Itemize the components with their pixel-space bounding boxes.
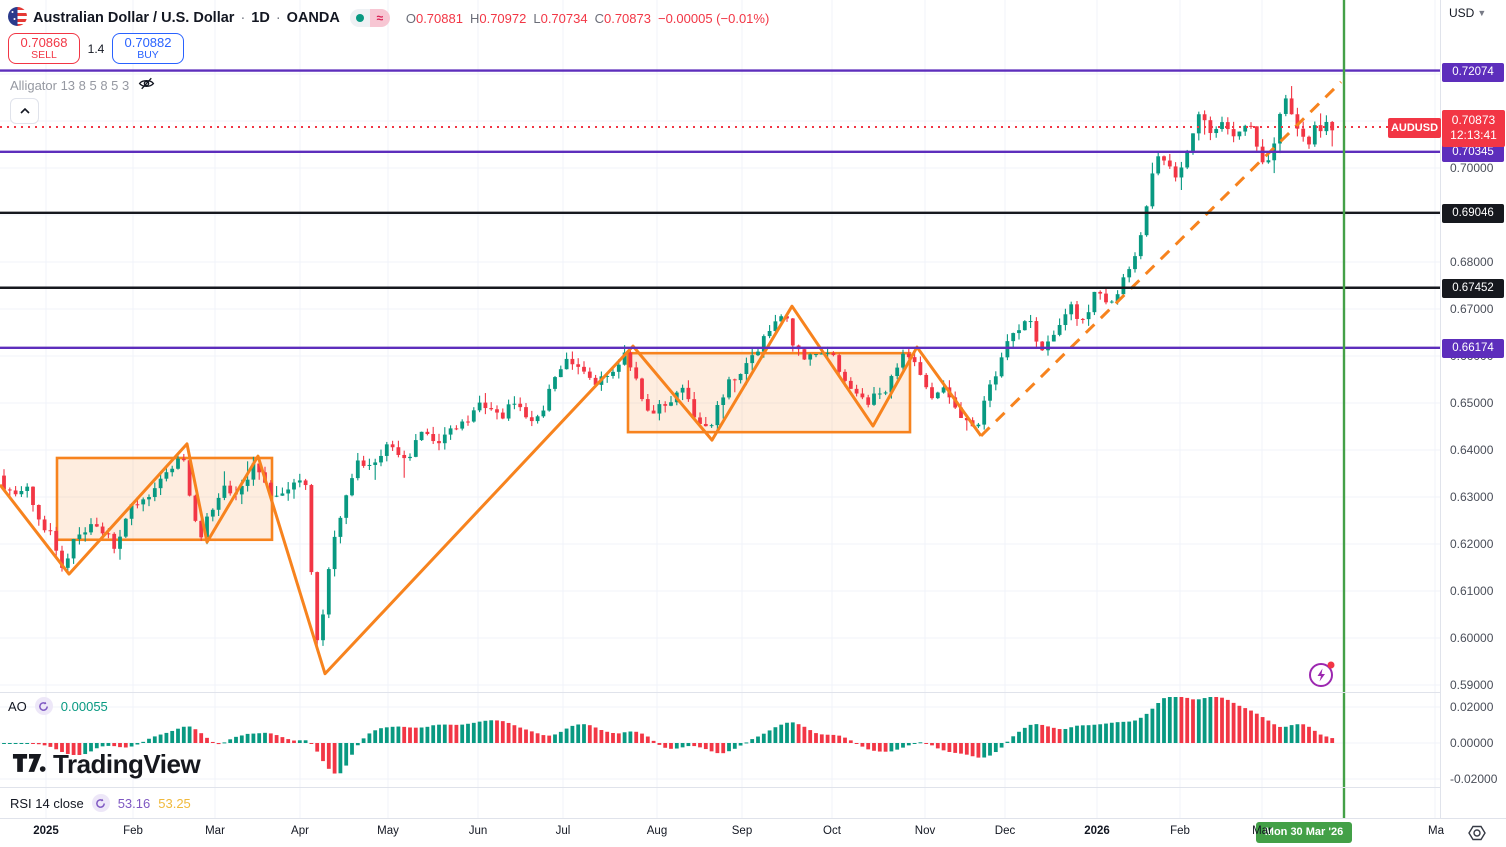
time-axis-label: May	[377, 825, 399, 837]
rsi-pane-legend: RSI 14 close 53.16 53.25	[10, 794, 191, 812]
open-value: 0.70881	[415, 10, 463, 26]
time-axis-label: Sep	[731, 825, 753, 837]
time-axis-label: Jul	[555, 825, 571, 837]
high-value: 0.70972	[479, 10, 527, 26]
price-axis-label: 0.64000	[1450, 443, 1494, 457]
sell-button[interactable]: 0.70868 SELL	[8, 33, 80, 64]
future-date-badge[interactable]: Mon 30 Mar '26	[1256, 822, 1352, 843]
market-status-icon[interactable]: ≈	[349, 9, 390, 27]
price-level-badge[interactable]: 0.66174	[1442, 338, 1504, 358]
price-level-badge[interactable]: 0.67452	[1442, 278, 1504, 298]
price-level-badge[interactable]: 0.72074	[1442, 62, 1504, 82]
ao-pane-legend: AO 0.00055	[8, 697, 108, 715]
time-axis[interactable]: Mon 30 Mar '26 Ma 2025 Feb Mar Apr May Jun Jul…	[0, 819, 1506, 847]
pane-separator[interactable]	[0, 692, 1506, 693]
tradingview-watermark: TradingView	[12, 748, 201, 780]
trade-panel: 0.70868 SELL 1.4 0.70882 BUY	[8, 33, 184, 64]
sell-price: 0.70868	[20, 34, 68, 50]
time-axis-label: Nov	[914, 825, 936, 837]
ohlc-values: O0.70881 H0.70972 L0.70734 C0.70873 −0.0…	[405, 10, 770, 26]
eye-off-icon[interactable]	[138, 75, 155, 95]
price-axis-label: 0.61000	[1450, 584, 1494, 598]
exchange[interactable]: OANDA	[286, 10, 340, 26]
price-axis-label: 0.00000	[1450, 736, 1494, 750]
ao-label[interactable]: AO	[8, 698, 27, 714]
buy-price: 0.70882	[124, 34, 172, 50]
ao-value: 0.00055	[60, 698, 108, 714]
time-axis-label: Dec	[994, 825, 1016, 837]
time-axis-label: Apr	[291, 825, 309, 837]
time-axis-label: 2025	[33, 825, 59, 837]
price-axis-label: 0.67000	[1450, 302, 1494, 316]
market-open-dot-icon	[349, 9, 370, 27]
symbol-price-tag: AUDUSD	[1388, 118, 1441, 138]
currency-dropdown[interactable]: USD ▼	[1449, 6, 1487, 20]
spread-value: 1.4	[87, 41, 105, 56]
symbol-flag-icon	[8, 7, 27, 29]
price-axis-border	[1440, 0, 1441, 847]
price-axis-label: -0.02000	[1450, 772, 1498, 786]
refresh-icon[interactable]	[91, 794, 110, 812]
price-axis-label: 0.60000	[1450, 631, 1494, 645]
rsi-label[interactable]: RSI 14 close	[10, 795, 84, 811]
price-level-badge[interactable]: 0.70345	[1442, 142, 1504, 162]
time-axis-label: Feb	[1170, 825, 1190, 837]
time-axis-label: 2026	[1084, 825, 1110, 837]
price-axis-label: 0.62000	[1450, 537, 1494, 551]
rsi-value: 53.16	[117, 795, 151, 811]
refresh-icon[interactable]	[34, 697, 53, 715]
time-axis-label: Mar	[205, 825, 225, 837]
price-axis-label: 0.02000	[1450, 700, 1494, 714]
delayed-data-icon: ≈	[369, 9, 390, 27]
pane-separator[interactable]	[0, 787, 1506, 788]
current-price: 0.70873	[1451, 113, 1496, 127]
rsi-ma-value: 53.25	[158, 795, 191, 811]
chevron-down-icon: ▼	[1477, 8, 1487, 18]
time-axis-label: Jun	[468, 825, 488, 837]
collapse-pane-button[interactable]	[10, 98, 39, 124]
indicator-title[interactable]: Alligator 13 8 5 8 5 3	[10, 77, 130, 93]
time-axis-label: Oct	[823, 825, 841, 837]
symbol-header: Australian Dollar / U.S. Dollar · 1D · O…	[8, 7, 769, 29]
time-axis-label: Aug	[646, 825, 668, 837]
price-axis-label: 0.65000	[1450, 396, 1494, 410]
price-axis-label: 0.68000	[1450, 255, 1494, 269]
price-axis-label: 0.63000	[1450, 490, 1494, 504]
tradingview-logo-icon	[12, 748, 46, 780]
time-axis-label: Mar	[1252, 825, 1272, 837]
bar-countdown: 12:13:41	[1450, 128, 1497, 142]
close-value: 0.70873	[603, 10, 651, 26]
interval[interactable]: 1D	[251, 10, 270, 26]
low-value: 0.70734	[540, 10, 588, 26]
price-level-badge[interactable]: 0.69046	[1442, 203, 1504, 223]
time-axis-label: Feb	[123, 825, 143, 837]
time-axis-border	[0, 818, 1506, 819]
price-axis-label: 0.59000	[1450, 678, 1494, 692]
change-value: −0.00005 (−0.01%)	[657, 10, 770, 26]
indicator-legend: Alligator 13 8 5 8 5 3	[10, 75, 155, 95]
buy-button[interactable]: 0.70882 BUY	[112, 33, 184, 64]
symbol-title[interactable]: Australian Dollar / U.S. Dollar	[33, 10, 235, 26]
instant-order-lightning-icon[interactable]	[1307, 659, 1337, 694]
axis-settings-icon[interactable]	[1466, 822, 1488, 847]
price-axis-label: 0.70000	[1450, 161, 1494, 175]
current-price-badge[interactable]: 0.70873 12:13:41	[1442, 110, 1505, 147]
time-axis-label: Ma	[1428, 825, 1444, 837]
